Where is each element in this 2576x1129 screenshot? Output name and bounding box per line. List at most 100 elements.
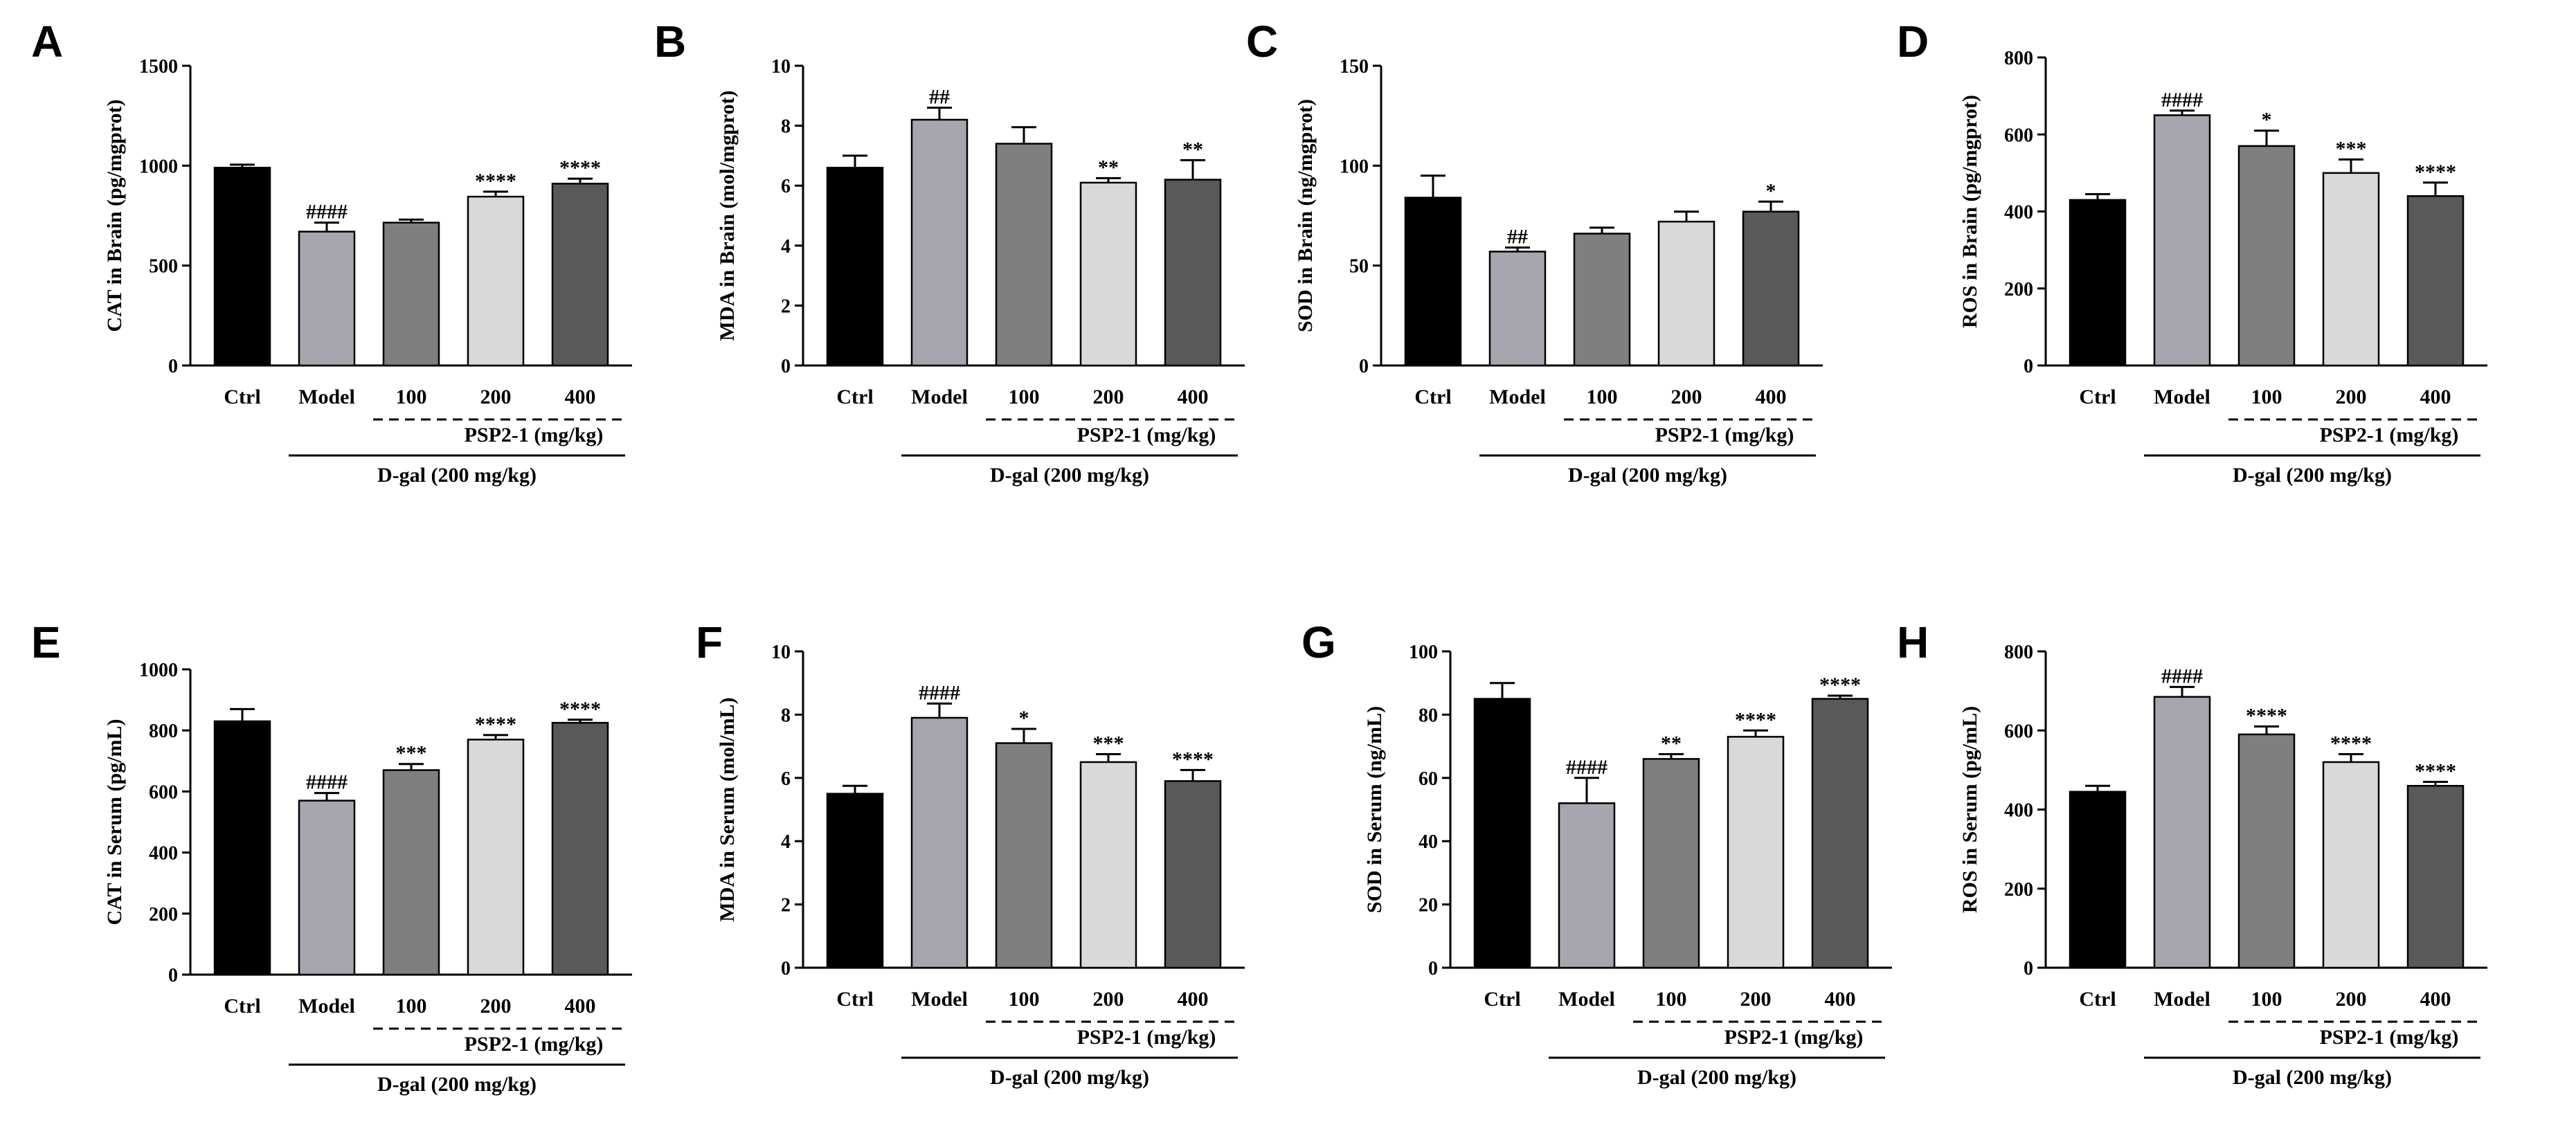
y-tick-label: 40 xyxy=(1418,831,1438,853)
y-axis-title: CAT in Brain (pg/mgprot) xyxy=(103,100,126,332)
chart-panel-c: C 0 50 100 150 SOD in Brain (ng/mgprot) Ctrl ##… xyxy=(1246,17,1823,487)
y-tick-label: 0 xyxy=(2024,356,2033,377)
x-tick-label: Ctrl xyxy=(1414,386,1451,408)
y-tick-label: 1000 xyxy=(139,660,178,681)
panel-letter: C xyxy=(1246,17,1278,66)
dgal-group-label: D-gal (200 mg/kg) xyxy=(377,1073,537,1096)
significance-mark: **** xyxy=(475,713,516,736)
dose-bracket-label: PSP2-1 (mg/kg) xyxy=(1077,424,1216,446)
dose-bracket-label: PSP2-1 (mg/kg) xyxy=(2320,1026,2459,1049)
bar-200 xyxy=(1079,761,1137,969)
dgal-group-label: D-gal (200 mg/kg) xyxy=(1637,1066,1796,1089)
y-axis-title: MDA in Brain (mol/mgprot) xyxy=(716,91,739,341)
x-tick-label: Model xyxy=(298,995,355,1018)
dgal-group-label: D-gal (200 mg/kg) xyxy=(1568,464,1727,487)
panel-letter: B xyxy=(654,17,686,66)
x-tick-label: 400 xyxy=(565,386,596,408)
y-tick-label: 0 xyxy=(168,965,178,986)
y-axis-title: MDA in Serum (mol/mL) xyxy=(716,697,739,921)
bar-ctrl xyxy=(2069,791,2127,969)
x-tick-label: 200 xyxy=(1671,386,1702,408)
x-tick-label: 100 xyxy=(2251,386,2282,408)
dgal-group-label: D-gal (200 mg/kg) xyxy=(990,464,1149,487)
chart-panel-a: A 0 500 1000 1500 CAT in Brain (pg/mgprot) Ctr… xyxy=(31,17,632,487)
x-tick-label: 100 xyxy=(1009,988,1040,1011)
x-tick-label: Ctrl xyxy=(836,386,873,408)
y-tick-label: 0 xyxy=(781,356,791,377)
panel-letter: A xyxy=(31,17,63,66)
bar-400 xyxy=(1164,179,1222,367)
y-axis-title: ROS in Brain (pg/mgprot) xyxy=(1958,95,1981,328)
y-tick-label: 2 xyxy=(781,296,791,317)
y-tick-label: 2 xyxy=(781,895,791,916)
y-tick-label: 10 xyxy=(771,642,791,663)
x-tick-label: 100 xyxy=(1656,988,1687,1011)
y-tick-label: 500 xyxy=(149,256,178,278)
dose-bracket-label: PSP2-1 (mg/kg) xyxy=(465,1033,604,1056)
x-tick-label: Ctrl xyxy=(836,988,873,1011)
y-axis-title: SOD in Serum (ng/mL) xyxy=(1363,706,1386,913)
y-tick-label: 600 xyxy=(2004,125,2033,146)
bar-100 xyxy=(995,143,1053,367)
bar-model xyxy=(2153,696,2211,969)
bar-100 xyxy=(382,769,440,976)
x-tick-label: 400 xyxy=(1825,988,1856,1011)
dgal-group-label: D-gal (200 mg/kg) xyxy=(990,1066,1149,1089)
significance-mark: #### xyxy=(306,771,348,794)
panel-letter: D xyxy=(1897,17,1929,66)
y-tick-label: 1000 xyxy=(139,156,178,177)
y-tick-label: 50 xyxy=(1349,256,1369,278)
x-tick-label: 100 xyxy=(1009,386,1040,408)
y-tick-label: 400 xyxy=(149,843,178,865)
chart-panel-f: F 0 2 4 6 8 10 MDA in Serum (mol/mL) Ctrl #### Mod… xyxy=(696,617,1245,1089)
x-tick-label: Model xyxy=(911,988,968,1011)
significance-mark: **** xyxy=(1735,708,1776,731)
y-tick-label: 200 xyxy=(2004,879,2033,901)
x-tick-label: Model xyxy=(1558,988,1615,1011)
significance-mark: ## xyxy=(929,86,950,109)
significance-mark: #### xyxy=(919,681,960,704)
bar-ctrl xyxy=(213,720,271,976)
x-tick-label: 400 xyxy=(2420,386,2451,408)
x-tick-label: 200 xyxy=(1740,988,1772,1011)
bar-400 xyxy=(1811,698,1869,969)
y-tick-label: 60 xyxy=(1418,768,1438,790)
bar-100 xyxy=(995,742,1053,969)
bar-ctrl xyxy=(826,793,884,969)
significance-mark: **** xyxy=(1819,674,1861,696)
dose-bracket-label: PSP2-1 (mg/kg) xyxy=(1724,1026,1864,1049)
x-tick-label: 100 xyxy=(396,386,427,408)
x-tick-label: 400 xyxy=(1178,386,1209,408)
significance-mark: ## xyxy=(1507,226,1528,249)
bar-200 xyxy=(2322,761,2380,969)
dose-bracket-label: PSP2-1 (mg/kg) xyxy=(2320,424,2459,446)
significance-mark: **** xyxy=(1172,748,1214,770)
bar-100 xyxy=(382,222,440,367)
significance-mark: **** xyxy=(559,156,601,179)
x-tick-label: Ctrl xyxy=(224,995,260,1018)
bar-ctrl xyxy=(826,166,884,367)
y-tick-label: 100 xyxy=(1409,642,1438,663)
y-tick-label: 400 xyxy=(2004,202,2033,224)
bar-100 xyxy=(2237,145,2296,367)
y-tick-label: 0 xyxy=(781,958,791,979)
x-tick-label: Ctrl xyxy=(2079,386,2116,408)
bar-100 xyxy=(1642,758,1700,969)
x-tick-label: 200 xyxy=(480,995,512,1018)
bar-400 xyxy=(551,183,609,367)
y-tick-label: 0 xyxy=(168,356,178,377)
bar-400 xyxy=(1742,210,1800,367)
x-tick-label: 400 xyxy=(2420,988,2451,1011)
y-tick-label: 0 xyxy=(2024,958,2033,979)
x-tick-label: 200 xyxy=(2336,386,2367,408)
chart-panel-h: H 0 200 400 600 800 ROS in Serum (pg/mL) Ctrl ##… xyxy=(1897,617,2487,1089)
bar-200 xyxy=(1079,181,1137,367)
bar-model xyxy=(910,118,969,367)
bar-400 xyxy=(551,721,609,976)
bar-200 xyxy=(467,739,525,976)
significance-mark: ** xyxy=(1661,732,1682,755)
significance-mark: **** xyxy=(2415,760,2456,783)
bar-model xyxy=(298,231,356,367)
significance-mark: **** xyxy=(2330,732,2372,755)
